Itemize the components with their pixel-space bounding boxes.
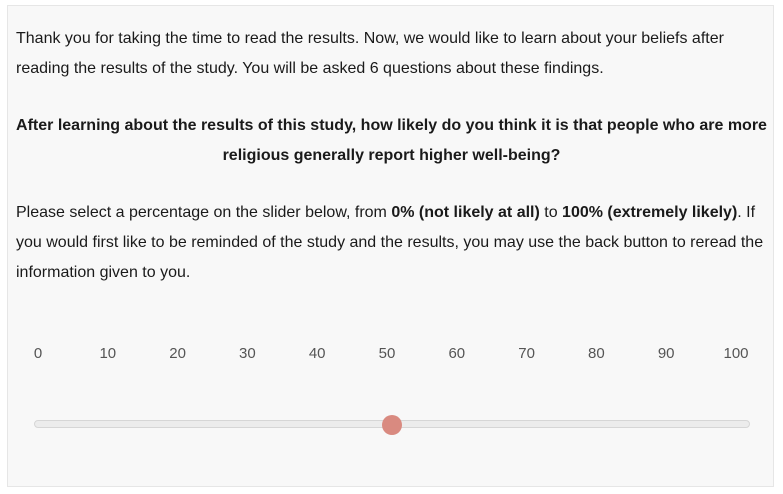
max-label: 100% (extremely likely)	[562, 204, 738, 221]
slider-tick-label: 30	[239, 345, 256, 362]
slider-tick-label: 20	[169, 345, 186, 362]
slider-tick-label: 90	[657, 345, 675, 362]
slider-tick-label: 40	[308, 345, 326, 362]
slider-tick-label: 10	[99, 345, 117, 362]
slider-handle[interactable]	[382, 415, 402, 435]
slider-tick-label: 60	[448, 345, 466, 362]
instructions-part-3: . If you would first like to be reminded…	[16, 204, 764, 281]
min-label: 0% (not likely at all)	[391, 204, 540, 221]
instructions-part-1: Please select a percentage on the slider…	[16, 204, 392, 221]
instructions-part-2: to	[539, 204, 563, 221]
slider-tick-label: 0	[33, 345, 43, 362]
slider-tick-label: 50	[378, 345, 396, 362]
slider-tick-label: 100	[723, 345, 749, 362]
intro-text: Thank you for taking the time to read th…	[16, 30, 724, 77]
instructions-text: Please select a percentage on the slider…	[16, 198, 768, 288]
slider-tick-label: 80	[588, 345, 605, 362]
question-panel	[7, 5, 774, 487]
question-text: After learning about the results of this…	[16, 117, 767, 164]
slider-tick-label: 70	[518, 345, 535, 362]
